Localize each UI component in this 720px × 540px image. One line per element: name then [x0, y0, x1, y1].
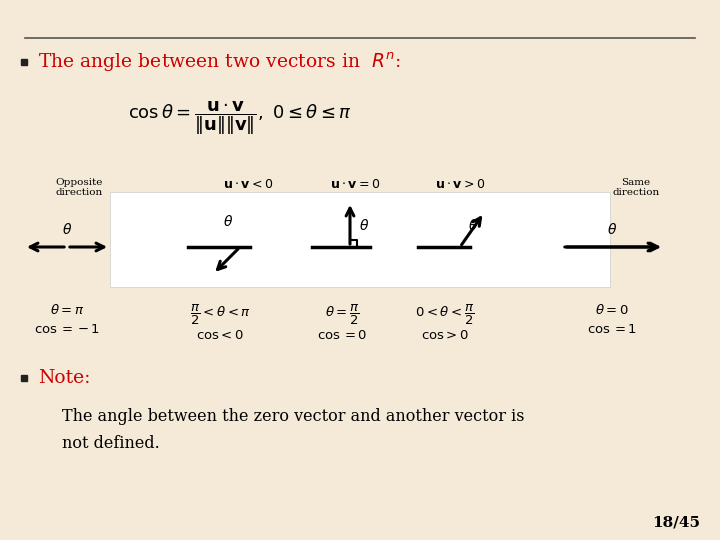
Text: $\theta$: $\theta$	[62, 222, 72, 237]
FancyBboxPatch shape	[110, 192, 610, 287]
Text: $\cos\theta = \dfrac{\mathbf{u} \cdot \mathbf{v}}{\|\mathbf{u}\|\|\mathbf{v}\|}$: $\cos\theta = \dfrac{\mathbf{u} \cdot \m…	[128, 99, 352, 137]
Text: Opposite
direction: Opposite direction	[55, 178, 102, 198]
Text: $\mathbf{u} \cdot \mathbf{v} = 0$: $\mathbf{u} \cdot \mathbf{v} = 0$	[330, 178, 380, 191]
Text: $\dfrac{\pi}{2} < \theta < \pi$: $\dfrac{\pi}{2} < \theta < \pi$	[189, 303, 251, 327]
Text: $\theta = 0$: $\theta = 0$	[595, 303, 629, 317]
Text: The angle between the zero vector and another vector is
not defined.: The angle between the zero vector and an…	[62, 408, 524, 453]
Text: $\theta$: $\theta$	[223, 214, 233, 229]
Text: Note:: Note:	[38, 369, 91, 387]
Text: $\theta = \pi$: $\theta = \pi$	[50, 303, 84, 317]
Text: $\cos = 1$: $\cos = 1$	[587, 323, 637, 336]
Text: $\cos = 0$: $\cos = 0$	[317, 329, 367, 342]
Text: 18/45: 18/45	[652, 516, 700, 530]
Text: $\theta$: $\theta$	[359, 218, 369, 233]
Text: The angle between two vectors in  $\mathit{R}^n$:: The angle between two vectors in $\mathi…	[38, 50, 401, 73]
Text: $0 < \theta < \dfrac{\pi}{2}$: $0 < \theta < \dfrac{\pi}{2}$	[415, 303, 474, 327]
Text: $\theta$: $\theta$	[607, 222, 617, 237]
Text: $\theta$: $\theta$	[468, 218, 478, 233]
Text: $\mathbf{u} \cdot \mathbf{v} < 0$: $\mathbf{u} \cdot \mathbf{v} < 0$	[222, 178, 273, 191]
Text: Same
direction: Same direction	[613, 178, 660, 198]
Text: $\cos > 0$: $\cos > 0$	[421, 329, 469, 342]
Text: $\cos < 0$: $\cos < 0$	[196, 329, 244, 342]
Text: $\cos = -1$: $\cos = -1$	[34, 323, 100, 336]
Text: $\theta = \dfrac{\pi}{2}$: $\theta = \dfrac{\pi}{2}$	[325, 303, 359, 327]
Text: $\mathbf{u} \cdot \mathbf{v} > 0$: $\mathbf{u} \cdot \mathbf{v} > 0$	[435, 178, 485, 191]
